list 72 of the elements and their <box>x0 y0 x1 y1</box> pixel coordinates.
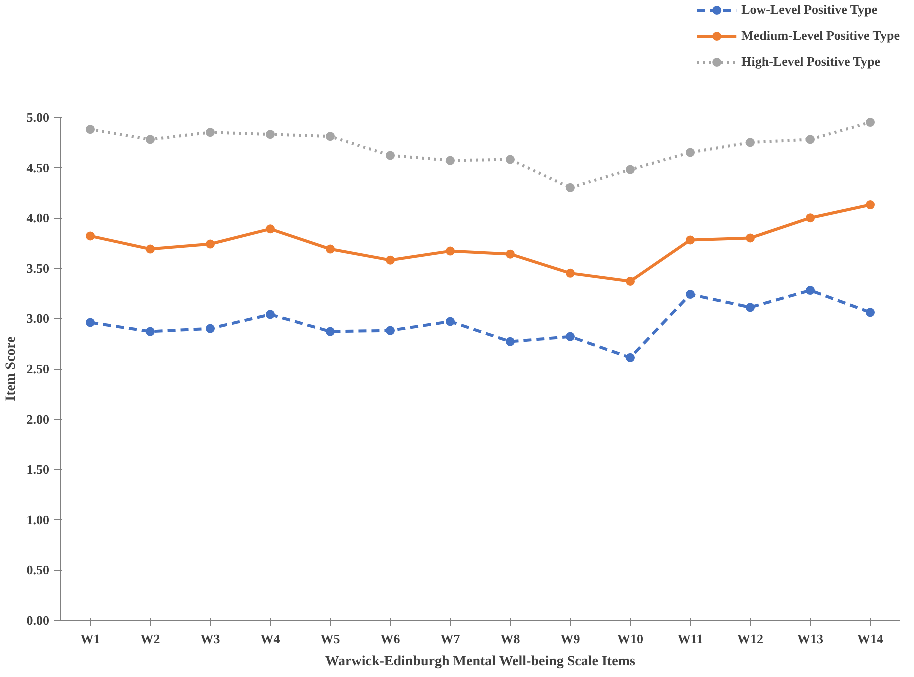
point <box>506 337 515 346</box>
point <box>506 250 515 259</box>
y-axis-title: Item Score <box>4 336 19 402</box>
y-tick-label: 4.00 <box>26 210 50 226</box>
y-tick-label: 0.50 <box>26 562 50 578</box>
x-tick-label: W2 <box>140 632 160 646</box>
point <box>566 332 575 342</box>
x-tick-label: W8 <box>500 632 521 646</box>
point <box>566 268 575 278</box>
y-tick-label: 3.00 <box>26 311 50 326</box>
x-tick-label: W10 <box>618 632 644 646</box>
point <box>626 165 635 174</box>
y-tick-label: 4.50 <box>26 160 50 176</box>
point <box>266 224 275 234</box>
point <box>806 135 815 144</box>
point <box>446 317 455 326</box>
point <box>446 246 455 256</box>
point <box>386 326 395 336</box>
point <box>86 232 95 241</box>
point <box>326 132 335 142</box>
point <box>206 324 215 334</box>
point <box>446 156 455 166</box>
y-tick-label: 1.50 <box>26 462 50 478</box>
x-tick-label: W7 <box>440 632 461 646</box>
y-tick-label: 0.00 <box>26 613 50 628</box>
point <box>86 318 95 328</box>
x-tick-label: W4 <box>260 632 281 646</box>
point <box>626 276 635 286</box>
x-tick-label: W9 <box>560 632 581 646</box>
point <box>146 244 155 254</box>
point <box>566 183 575 192</box>
point <box>206 240 215 249</box>
x-tick-label: W13 <box>798 632 824 646</box>
point <box>326 327 335 336</box>
point <box>626 353 635 362</box>
point <box>806 214 815 223</box>
y-tick-label: 2.50 <box>26 362 50 376</box>
point <box>206 128 215 138</box>
legend-label: High-Level Positive Type <box>742 54 881 70</box>
x-tick-label: W14 <box>858 632 884 646</box>
legend-label: Low-Level Positive Type <box>742 2 878 18</box>
point <box>266 130 275 140</box>
point <box>746 234 755 243</box>
y-tick-label: 5.00 <box>26 110 50 125</box>
x-axis-title: Warwick-Edinburgh Mental Well-being Scale Items <box>325 654 636 670</box>
y-tick-label: 3.50 <box>26 260 50 276</box>
point <box>686 148 695 158</box>
point <box>266 310 275 320</box>
point <box>86 125 95 134</box>
point <box>746 138 755 148</box>
x-tick-label: W12 <box>738 632 764 646</box>
point <box>326 244 335 254</box>
point <box>746 303 755 312</box>
point <box>506 155 515 164</box>
legend-label: Medium-Level Positive Type <box>742 28 900 44</box>
point <box>806 286 815 296</box>
point <box>686 236 695 245</box>
x-tick-label: W3 <box>200 632 221 646</box>
point <box>866 118 875 128</box>
y-tick-label: 2.00 <box>26 412 50 427</box>
x-tick-label: W1 <box>80 632 100 646</box>
x-tick-label: W5 <box>320 632 341 646</box>
point <box>146 327 155 336</box>
point <box>866 308 875 318</box>
point <box>386 151 395 160</box>
y-tick-label: 1.00 <box>26 512 50 528</box>
point <box>146 135 155 144</box>
point <box>686 290 695 300</box>
x-tick-label: W11 <box>678 632 704 646</box>
point <box>866 200 875 210</box>
x-tick-label: W6 <box>380 632 401 646</box>
point <box>386 256 395 265</box>
